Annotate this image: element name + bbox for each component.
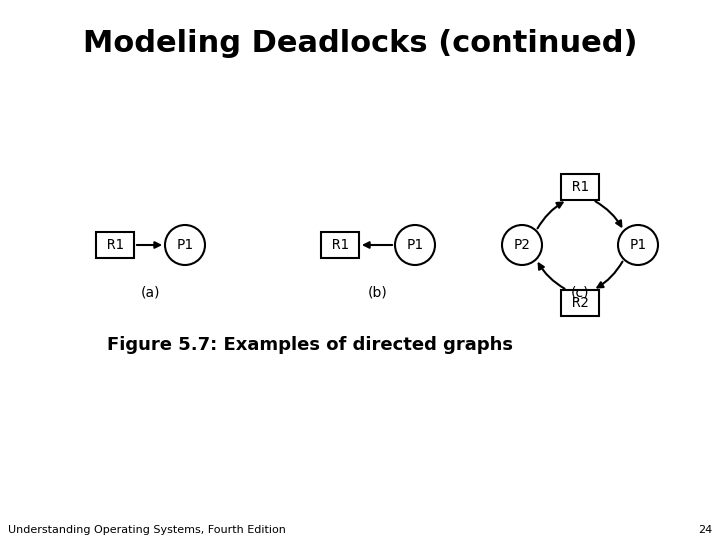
- Text: R1: R1: [107, 238, 123, 252]
- Text: P1: P1: [629, 238, 647, 252]
- FancyBboxPatch shape: [96, 232, 134, 258]
- Text: R1: R1: [572, 180, 588, 194]
- Text: Understanding Operating Systems, Fourth Edition: Understanding Operating Systems, Fourth …: [8, 525, 286, 535]
- Circle shape: [395, 225, 435, 265]
- Text: P1: P1: [176, 238, 194, 252]
- Text: R2: R2: [572, 296, 588, 310]
- Circle shape: [618, 225, 658, 265]
- FancyBboxPatch shape: [561, 290, 599, 316]
- Text: 24: 24: [698, 525, 712, 535]
- Text: P2: P2: [513, 238, 531, 252]
- FancyBboxPatch shape: [321, 232, 359, 258]
- Text: R1: R1: [332, 238, 348, 252]
- Text: Modeling Deadlocks (continued): Modeling Deadlocks (continued): [83, 29, 637, 57]
- Circle shape: [165, 225, 205, 265]
- Text: (c): (c): [571, 286, 589, 300]
- Circle shape: [502, 225, 542, 265]
- Text: P1: P1: [407, 238, 423, 252]
- FancyBboxPatch shape: [561, 174, 599, 200]
- Text: (b): (b): [368, 286, 388, 300]
- Text: Figure 5.7: Examples of directed graphs: Figure 5.7: Examples of directed graphs: [107, 336, 513, 354]
- Text: (a): (a): [140, 286, 160, 300]
